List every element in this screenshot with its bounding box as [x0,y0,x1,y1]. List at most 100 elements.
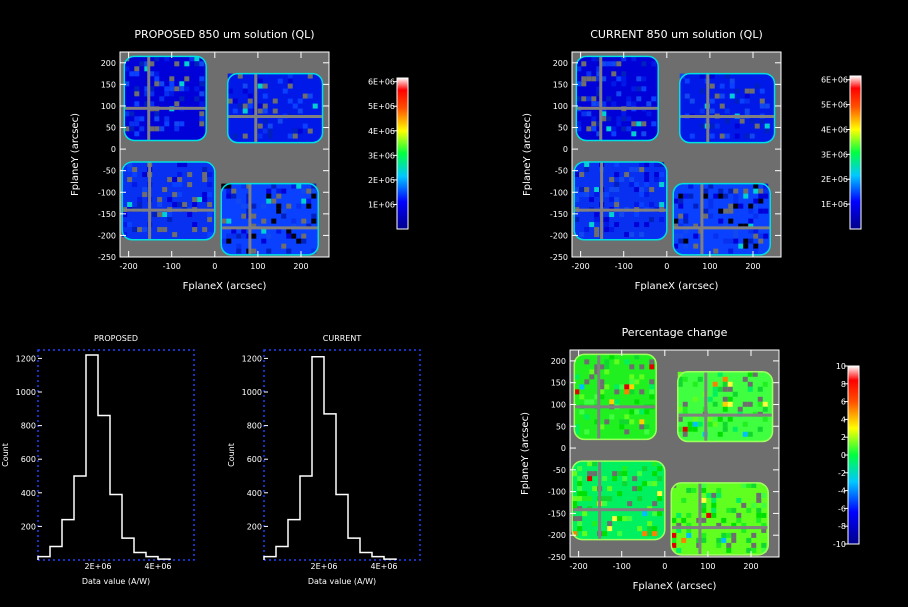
map-pixel [726,482,732,488]
map-pixel [651,121,657,127]
histogram-bar [288,520,300,560]
map-pixel [227,118,233,124]
map-pixel [611,131,617,137]
map-pixel [582,511,588,517]
map-pixel [582,496,588,502]
map-pixel [606,76,612,82]
map-pixel [282,88,288,94]
x-tick-label: 200 [293,262,308,271]
map-pixel [682,431,688,437]
map-pixel [187,182,193,188]
map-pixel [682,376,688,382]
map-pixel [601,61,607,67]
map-pixel [144,86,150,92]
map-pixel [689,133,695,139]
map-pixel [629,182,635,188]
map-pixel [296,238,302,244]
dead-row [572,508,665,512]
histogram-step-line [263,355,397,560]
map-pixel [761,547,767,553]
map-pixel [306,203,312,209]
map-pixel [611,71,617,77]
colorbar-frame [849,75,862,230]
map-pixel [277,118,283,124]
map-pixel [177,227,183,233]
map-pixel [232,133,238,139]
dead-row [122,208,215,212]
map-pixel [759,98,765,104]
map-pixel [718,188,724,194]
map-pixel [579,187,585,193]
map-pixel [699,88,705,94]
map-pixel [678,193,684,199]
dead-column [254,73,258,143]
y-tick-label: 100 [553,102,568,111]
map-pixel [604,192,610,198]
map-pixel [722,426,728,432]
map-pixel [144,61,150,67]
map-pixel [718,218,724,224]
map-pixel [604,359,610,365]
map-pixel [601,116,607,122]
map-pixel [601,76,607,82]
y-tick-label: 600 [247,455,262,464]
map-pixel [262,118,268,124]
map-pixel [221,238,227,244]
map-pixel [642,481,648,487]
map-pixel [594,394,600,400]
map-pixel [251,203,257,209]
map-pixel [699,123,705,129]
colorbar-gradient [850,76,861,229]
map-pixel [703,208,709,214]
map-pixel [729,93,735,99]
map-pixel [612,516,618,522]
map-pixel [172,232,178,238]
map-pixel [614,162,620,168]
map-pixel [751,542,757,548]
colorbar-gradient [848,366,859,544]
y-tick-label: -150 [98,210,116,219]
map-pixel [266,248,272,254]
map-pixel [154,56,160,62]
map-pixel [584,429,590,435]
map-pixel [586,96,592,102]
map-pixel [172,192,178,198]
map-pixel [757,401,763,407]
map-pixel [241,228,247,234]
map-pixel [631,101,637,107]
array-edge [575,55,659,142]
map-pixel [262,93,268,99]
histogram-bar [110,494,122,560]
map-pixel [649,389,655,395]
map-pixel [199,76,205,82]
map-pixel [586,126,592,132]
map-pixel [231,208,237,214]
map-pixel [731,507,737,513]
map-pixel [601,111,607,117]
map-pixel [281,208,287,214]
array-edge [226,72,324,144]
map-pixel [701,502,707,508]
map-pixel [738,223,744,229]
map-pixel [179,96,185,102]
colorbar-4: -10 -8 -6 -4 -2 0 2 4 6 8 10 [833,362,860,549]
map-pixel [297,108,303,114]
map-pixel [291,218,297,224]
map-pixel [712,391,718,397]
map-pixel [297,98,303,104]
map-pixel [697,421,703,427]
histogram-bar [336,494,348,560]
map-pixel [758,193,764,199]
map-pixel [241,233,247,239]
map-pixel [649,364,655,370]
map-pixel [162,212,168,218]
map-pixel [624,232,630,238]
y-tick-label: -100 [98,188,116,197]
map-pixel [202,177,208,183]
map-pixel [753,243,759,249]
histogram-bar [348,538,360,560]
map-pixel [701,487,707,493]
map-pixel [758,208,764,214]
map-pixel [676,547,682,553]
map-pixel [701,482,707,488]
